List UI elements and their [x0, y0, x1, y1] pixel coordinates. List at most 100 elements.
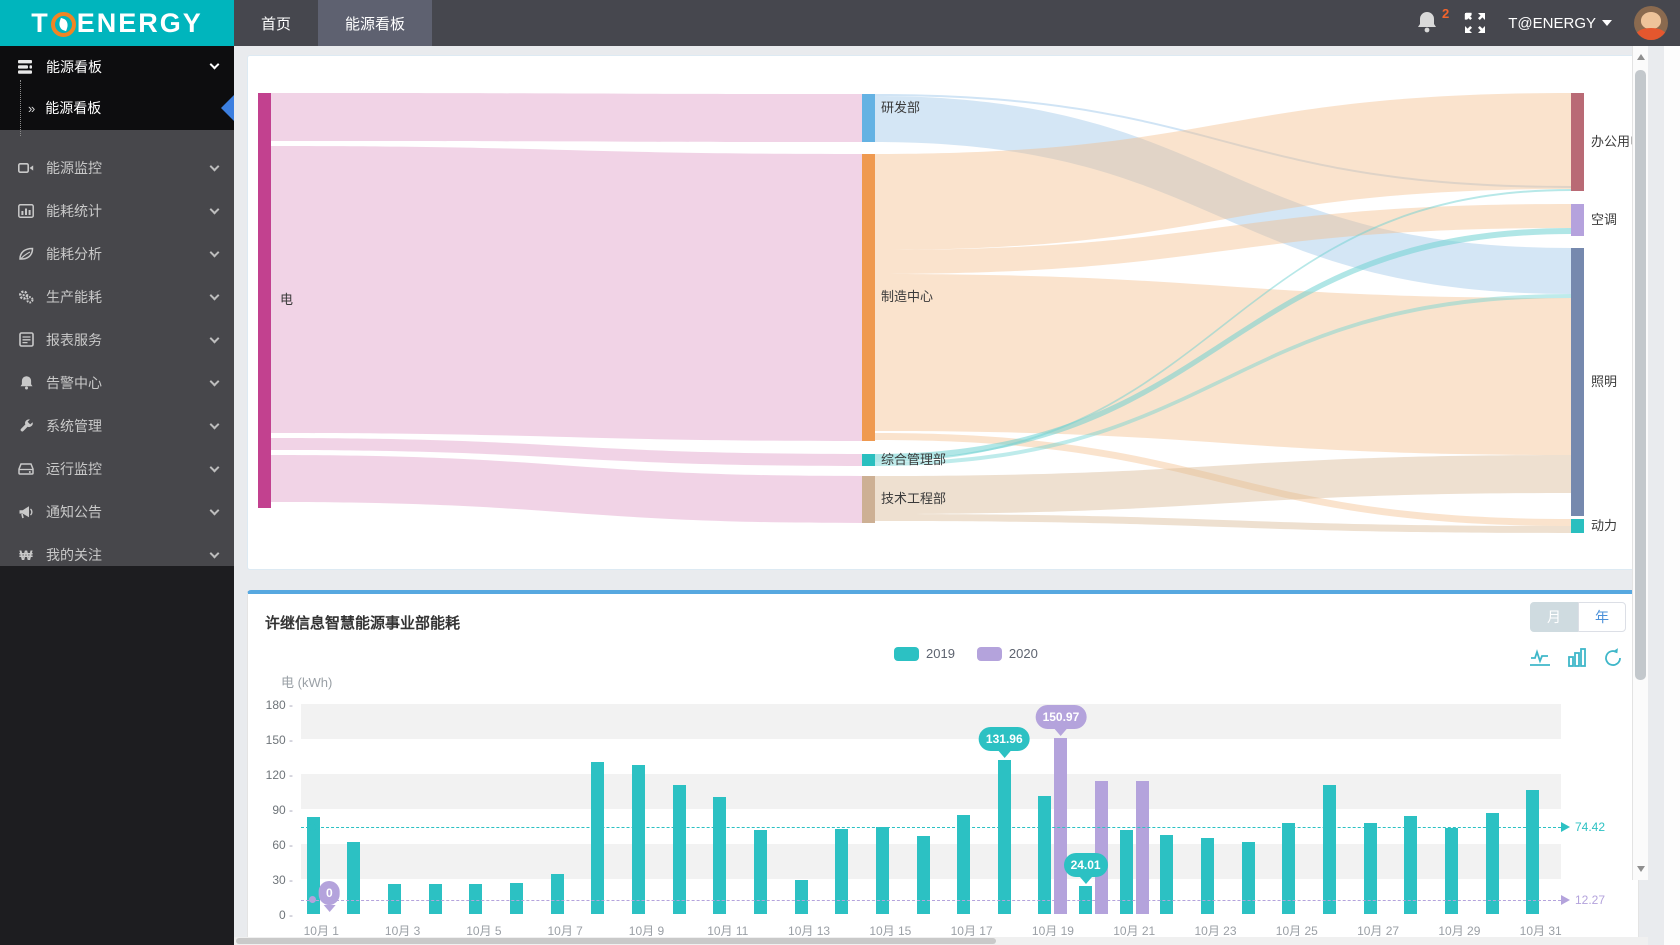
x-label-10月 1: 10月 1	[303, 924, 339, 938]
bar-2019-day15[interactable]	[875, 826, 889, 914]
notification-bell[interactable]: 2	[1416, 6, 1449, 36]
bar-2019-day10[interactable]	[672, 784, 686, 914]
bar-2019-day12[interactable]	[753, 830, 767, 914]
sidebar-item-label: 通知公告	[46, 503, 102, 520]
bar-2020-day19[interactable]	[1054, 737, 1068, 914]
legend-item-2019[interactable]: 2019	[894, 646, 955, 661]
wrench-icon	[18, 418, 34, 434]
bar-2019-day17[interactable]	[957, 814, 971, 914]
bar-2019-day1[interactable]	[306, 817, 320, 914]
sidebar-item-8[interactable]: 通知公告	[0, 490, 234, 533]
sankey-flow-电-制造中心[interactable]	[271, 146, 862, 441]
bar-2019-day6[interactable]	[510, 882, 524, 914]
sankey-flow-技术工程部-动力[interactable]	[875, 514, 1571, 533]
bar-2019-day8[interactable]	[591, 762, 605, 914]
sankey-flow-电-研发部[interactable]	[271, 93, 862, 142]
bar-2019-day13[interactable]	[794, 880, 808, 914]
bar-2019-day4[interactable]	[428, 883, 442, 914]
sankey-flow-综合管理部-照明[interactable]	[875, 294, 1571, 466]
bar-2019-day19[interactable]	[1038, 796, 1052, 914]
content-scrollbar[interactable]	[1632, 46, 1648, 880]
horizontal-scrollbar-thumb[interactable]	[236, 938, 996, 944]
sankey-node-电[interactable]	[258, 93, 271, 508]
sidebar-item-4[interactable]: 报表服务	[0, 318, 234, 361]
scroll-down-arrow-icon[interactable]	[1637, 866, 1645, 872]
x-label-10月 5: 10月 5	[466, 924, 502, 938]
bar-2019-day11[interactable]	[713, 797, 727, 914]
legend-label-2020: 2020	[1008, 646, 1038, 661]
bar-2020-day21[interactable]	[1135, 781, 1149, 914]
bar-2019-day31[interactable]	[1526, 790, 1540, 914]
user-menu[interactable]: T@ENERGY	[1508, 15, 1612, 32]
sankey-flow-制造中心-动力[interactable]	[875, 433, 1571, 526]
bar-2019-day22[interactable]	[1160, 834, 1174, 914]
sankey-flow-制造中心-空调[interactable]	[875, 204, 1571, 274]
sankey-flow-制造中心-照明[interactable]	[875, 274, 1571, 455]
grid-stripe	[301, 704, 1561, 739]
refresh-icon[interactable]	[1603, 648, 1624, 668]
x-label-10月 3: 10月 3	[384, 924, 421, 938]
sankey-node-办公用电[interactable]	[1571, 93, 1584, 191]
month-toggle-button[interactable]: 月	[1530, 602, 1578, 632]
sankey-flow-研发部-办公用电[interactable]	[875, 94, 1571, 188]
legend-item-2020[interactable]: 2020	[976, 646, 1038, 661]
sankey-flow-技术工程部-照明[interactable]	[875, 455, 1571, 514]
sankey-flow-综合管理部-办公用电[interactable]	[875, 189, 1571, 462]
sidebar-item-5[interactable]: 告警中心	[0, 361, 234, 404]
sidebar-item-0[interactable]: 能源监控	[0, 146, 234, 189]
sidebar-item-9[interactable]: ₩ 我的关注	[0, 533, 234, 576]
bar-2019-day9[interactable]	[631, 764, 645, 914]
bar-2019-day3[interactable]	[388, 883, 402, 914]
bar-2019-day26[interactable]	[1322, 784, 1336, 914]
fullscreen-icon[interactable]	[1464, 12, 1486, 34]
sidebar-item-2[interactable]: 能耗分析	[0, 232, 234, 275]
sankey-node-空调[interactable]	[1571, 204, 1584, 236]
sankey-node-照明[interactable]	[1571, 248, 1584, 516]
bar-2019-day5[interactable]	[469, 883, 483, 914]
bar-2020-day20[interactable]	[1095, 781, 1109, 914]
sankey-flow-电-技术工程部[interactable]	[271, 455, 862, 523]
bar-2019-day23[interactable]	[1201, 838, 1215, 914]
bar-2019-day18[interactable]	[997, 760, 1011, 914]
average-value-2020: 12.27	[1575, 892, 1606, 907]
sidebar-item-3[interactable]: 生产能耗	[0, 275, 234, 318]
sidebar-item-energy-board[interactable]: 能源看板	[0, 46, 234, 86]
line-chart-icon[interactable]	[1529, 648, 1551, 668]
bar-2019-day14[interactable]	[835, 828, 849, 914]
bar-2019-day21[interactable]	[1119, 830, 1133, 914]
scrollbar-thumb[interactable]	[1635, 70, 1646, 680]
bar-2019-day28[interactable]	[1404, 816, 1418, 914]
y-axis-name: 电 (kWh)	[281, 675, 333, 690]
bar-2019-day29[interactable]	[1444, 827, 1458, 914]
sankey-flow-研发部-照明[interactable]	[875, 96, 1571, 294]
year-toggle-button[interactable]: 年	[1578, 602, 1626, 632]
active-pin-icon	[221, 95, 234, 121]
bar-2019-day16[interactable]	[916, 835, 930, 914]
sidebar-item-6[interactable]: 系统管理	[0, 404, 234, 447]
sankey-node-综合管理部[interactable]	[862, 454, 875, 466]
bar-2019-day30[interactable]	[1485, 812, 1499, 914]
sankey-node-研发部[interactable]	[862, 94, 875, 142]
sidebar-item-1[interactable]: 能耗统计	[0, 189, 234, 232]
bar-2019-day2[interactable]	[347, 841, 361, 914]
bar-chart-icon[interactable]	[1567, 648, 1587, 668]
sankey-node-技术工程部[interactable]	[862, 476, 875, 523]
bar-2019-day7[interactable]	[550, 874, 564, 914]
y-tick-30: 30 -	[272, 873, 293, 887]
sankey-node-动力[interactable]	[1571, 519, 1584, 533]
sankey-flow-综合管理部-空调[interactable]	[875, 228, 1571, 460]
sankey-flow-制造中心-办公用电[interactable]	[875, 93, 1571, 250]
tab-home[interactable]: 首页	[261, 15, 292, 33]
user-avatar[interactable]	[1634, 6, 1668, 40]
bar-2019-day27[interactable]	[1363, 823, 1377, 914]
sidebar-subitem-energy-board[interactable]: » 能源看板	[0, 80, 234, 136]
bar-2019-day24[interactable]	[1241, 841, 1255, 914]
tab-energy-board[interactable]: 能源看板	[318, 0, 433, 46]
sidebar-item-7[interactable]: 运行监控	[0, 447, 234, 490]
scroll-up-arrow-icon[interactable]	[1637, 54, 1645, 60]
bar-2019-day25[interactable]	[1282, 823, 1296, 914]
sankey-node-制造中心[interactable]	[862, 154, 875, 441]
sankey-flow-电-综合管理部[interactable]	[271, 438, 862, 466]
horizontal-scrollbar[interactable]	[234, 937, 1648, 945]
